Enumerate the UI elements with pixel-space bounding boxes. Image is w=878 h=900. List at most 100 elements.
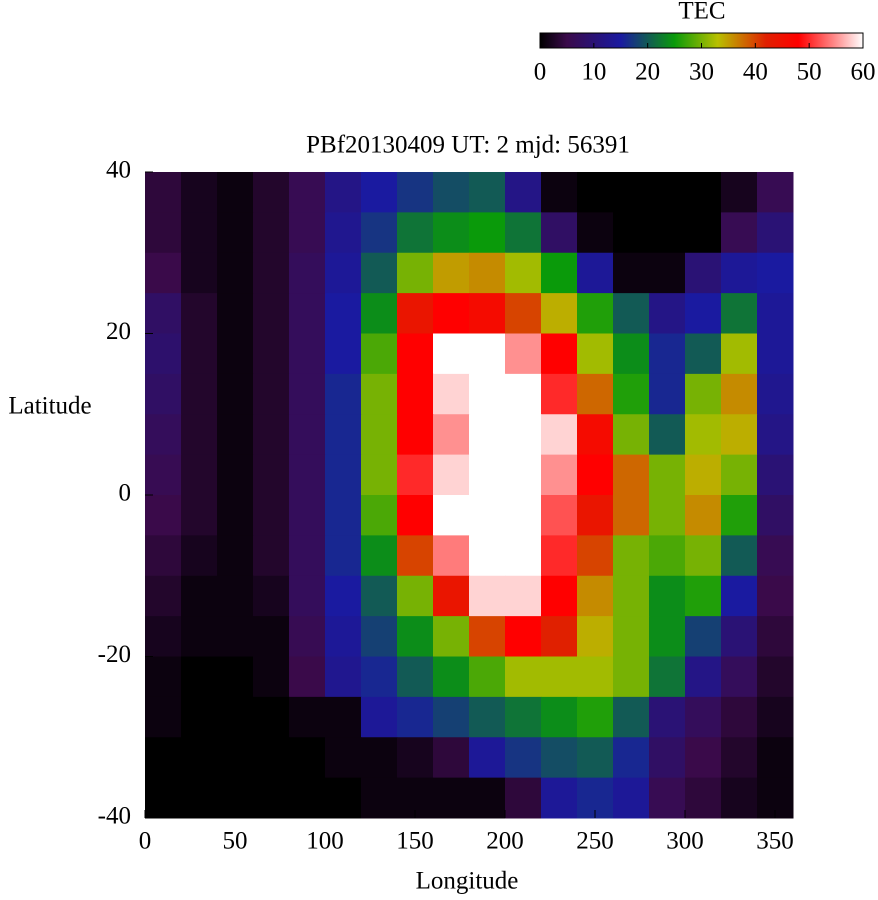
heatmap-cell — [325, 373, 362, 415]
heatmap-cell — [289, 535, 326, 577]
heatmap-cell — [361, 373, 398, 415]
heatmap-cell — [613, 616, 650, 657]
heatmap-cell — [613, 293, 650, 334]
heatmap-cell — [649, 696, 686, 738]
heatmap-cell — [721, 293, 758, 334]
heatmap-cell — [505, 777, 542, 819]
heatmap-cell — [469, 454, 506, 496]
heatmap-cell — [289, 333, 326, 375]
heatmap-cell — [649, 454, 686, 496]
heatmap-cell — [433, 616, 470, 657]
heatmap-cell — [181, 777, 218, 819]
heatmap-cell — [253, 696, 290, 738]
heatmap-cell — [397, 293, 434, 334]
heatmap-cell — [721, 454, 758, 496]
y-tick-label: 40 — [106, 157, 131, 184]
heatmap-cell — [397, 212, 434, 254]
heatmap-cell — [325, 333, 362, 375]
heatmap-cell — [181, 333, 218, 375]
heatmap-cell — [361, 414, 398, 456]
heatmap-cell — [541, 252, 578, 294]
heatmap-cell — [685, 737, 722, 779]
heatmap-cell — [505, 696, 542, 738]
heatmap-cell — [433, 172, 470, 213]
heatmap-cell — [289, 616, 326, 657]
heatmap-cell — [613, 172, 650, 213]
heatmap-cell — [217, 616, 254, 657]
heatmap-cell — [577, 575, 614, 617]
heatmap-cell — [613, 535, 650, 577]
heatmap-cell — [361, 656, 398, 698]
x-tick-label: 350 — [756, 828, 794, 855]
heatmap-cell — [721, 333, 758, 375]
heatmap-cell — [505, 212, 542, 254]
heatmap-cell — [757, 616, 794, 657]
heatmap-cell — [181, 293, 218, 334]
heatmap-cell — [505, 656, 542, 698]
heatmap-cell — [325, 172, 362, 213]
heatmap-cell — [505, 535, 542, 577]
heatmap-cell — [325, 414, 362, 456]
heatmap-cell — [721, 535, 758, 577]
heatmap-cell — [289, 696, 326, 738]
heatmap-cell — [505, 333, 542, 375]
heatmap-cell — [433, 656, 470, 698]
heatmap-cell — [757, 414, 794, 456]
heatmap-cell — [685, 575, 722, 617]
heatmap-cell — [253, 252, 290, 294]
x-tick-label: 200 — [486, 828, 524, 855]
heatmap-cell — [685, 535, 722, 577]
heatmap-cell — [469, 616, 506, 657]
heatmap-cell — [685, 696, 722, 738]
heatmap-cell — [649, 575, 686, 617]
heatmap-cell — [325, 575, 362, 617]
colorbar-tick-label: 0 — [534, 59, 547, 86]
heatmap-cell — [289, 777, 326, 819]
heatmap-cell — [649, 333, 686, 375]
heatmap-cell — [433, 575, 470, 617]
heatmap-cell — [757, 212, 794, 254]
heatmap-cell — [397, 616, 434, 657]
heatmap-cell — [289, 252, 326, 294]
heatmap-cell — [433, 293, 470, 334]
heatmap-cell — [469, 575, 506, 617]
heatmap-cell — [469, 696, 506, 738]
heatmap-cell — [721, 373, 758, 415]
heatmap-cell — [613, 495, 650, 536]
heatmap-cell — [685, 252, 722, 294]
colorbar-tick-label: 60 — [851, 59, 876, 86]
heatmap-cell — [541, 777, 578, 819]
heatmap-cell — [397, 696, 434, 738]
heatmap-cell — [361, 777, 398, 819]
heatmap-cell — [289, 414, 326, 456]
heatmap-cell — [577, 212, 614, 254]
heatmap-cell — [721, 495, 758, 536]
heatmap-cell — [613, 737, 650, 779]
heatmap-cell — [181, 495, 218, 536]
heatmap-cell — [721, 616, 758, 657]
heatmap-cell — [145, 737, 182, 779]
heatmap-cell — [685, 616, 722, 657]
heatmap-cell — [145, 172, 182, 213]
heatmap-cell — [217, 373, 254, 415]
heatmap-cell — [397, 333, 434, 375]
heatmap-cell — [433, 495, 470, 536]
heatmap-cell — [289, 737, 326, 779]
heatmap-cell — [613, 414, 650, 456]
heatmap-cell — [469, 495, 506, 536]
heatmap-cell — [397, 737, 434, 779]
heatmap-cell — [685, 373, 722, 415]
heatmap-cell — [145, 293, 182, 334]
heatmap-cell — [433, 414, 470, 456]
heatmap-cell — [577, 252, 614, 294]
y-tick-label: 0 — [119, 480, 132, 507]
heatmap-cell — [289, 373, 326, 415]
heatmap-cell — [145, 454, 182, 496]
y-tick-label: -20 — [98, 641, 131, 668]
heatmap-cell — [253, 575, 290, 617]
heatmap-cell — [361, 172, 398, 213]
heatmap-cell — [145, 535, 182, 577]
heatmap-cell — [757, 696, 794, 738]
heatmap-cell — [217, 575, 254, 617]
